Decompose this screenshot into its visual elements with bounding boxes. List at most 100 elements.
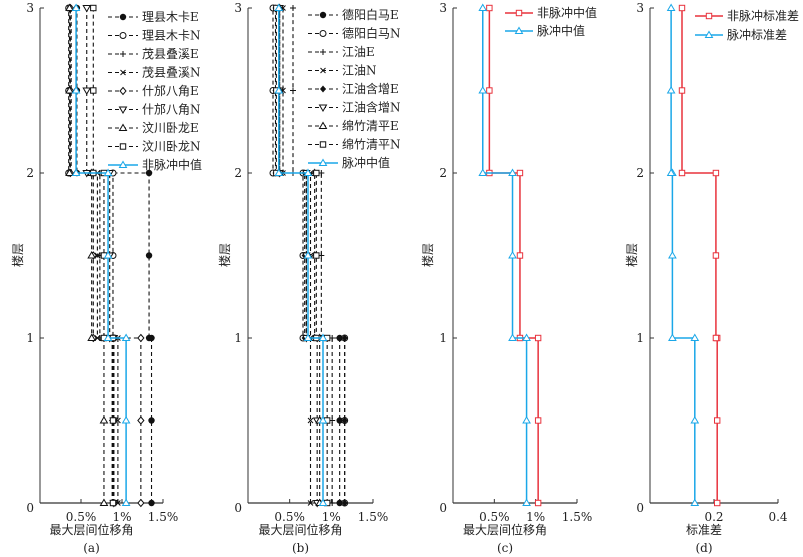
y-tick-label: 2 [234,166,242,180]
y-tick-label: 1 [26,331,34,345]
data-point [668,251,677,259]
legend-label: 绵竹清平E [342,119,399,133]
data-point [307,500,314,506]
legend-marker [318,158,328,166]
legend-label: 茂县叠溪N [142,66,201,80]
data-point [145,169,153,177]
x-axis-title: 最大层间位移角 [258,522,342,537]
data-point [274,168,284,176]
panel-b: 1 2 3 0 0.5% 1% 1.5% 最大层间位移角 (b) 楼层 德阳白马E 德阳白马N 江油E 江… [217,1,401,555]
data-point [274,86,284,94]
data-point [478,3,488,11]
legend-marker [318,121,328,129]
data-point [341,499,348,507]
data-point [666,168,676,176]
legend-label: 脉冲标准差 [727,27,787,42]
data-point [71,168,81,176]
y-tick-label: 1 [234,331,242,345]
legend-marker [118,123,128,131]
data-point [274,3,284,11]
x-axis-title: 标准差 [686,523,722,537]
legend-label: 茂县叠溪E [142,47,199,61]
y-tick-label: 2 [26,166,34,180]
legend-label: 汶川卧龙N [142,139,201,154]
panel-a: 1 2 3 0 0.5% 1% 1.5% 最大层间位移角 (a) 楼层 理县木卡E 理县木卡N 茂县叠溪… [10,1,202,555]
data-point [137,416,145,425]
data-point [336,417,343,424]
data-point [121,333,131,341]
data-point [303,168,313,176]
legend-marker [119,13,127,21]
origin-label: 0 [26,501,34,515]
data-point [65,168,74,176]
data-point [90,87,97,94]
data-point [690,333,700,341]
x-tick-label: 0.2 [704,510,723,524]
series-line [279,8,318,503]
series-茂县叠溪N: 茂县叠溪N [66,5,201,506]
series-line [681,8,718,503]
series-德阳白马E: 德阳白马E [275,4,399,507]
data-point [313,252,320,259]
data-point [109,499,117,507]
data-point [534,417,542,424]
x-tick-label: 0.5% [274,510,305,524]
series-脉冲中值: 脉冲中值 [478,3,585,506]
origin-label: 0 [636,501,644,515]
legend-marker [119,86,127,96]
data-point [478,168,488,176]
data-point [666,86,676,94]
series-茂县叠溪E: 茂县叠溪E [68,5,199,506]
data-point [516,169,524,177]
data-point [522,416,531,424]
panel-label: (a) [83,541,100,555]
data-point [290,5,296,11]
data-point [341,334,348,342]
data-point [307,417,314,424]
legend-label: 德阳白马N [342,26,401,41]
series-江油含增E: 江油含增E [272,4,399,507]
x-axis-title: 最大层间位移角 [463,522,547,537]
legend-label: 非脉冲中值 [142,157,202,172]
data-point [486,4,493,12]
y-tick-label: 3 [234,1,242,15]
data-point [678,169,686,177]
data-point [137,333,145,343]
data-point [65,86,74,94]
data-point [690,416,700,424]
legend-marker [118,160,128,168]
x-tick-label: 0.5% [479,510,510,524]
series-脉冲中值: 脉冲中值 [274,3,390,506]
data-point [534,334,542,342]
data-point [103,251,113,259]
y-tick-label: 3 [439,1,447,15]
y-tick-label: 2 [439,166,447,180]
legend-label: 理县木卡N [142,29,201,43]
data-point [290,87,296,94]
x-tick-label: 1.5% [358,510,389,524]
legend-label: 江油含增N [342,100,401,115]
data-point [71,3,81,11]
data-point [666,3,676,11]
legend-label: 江油含增E [342,81,399,96]
data-point [690,498,700,506]
x-tick-label: 0.5% [66,510,97,524]
y-tick-label: 1 [636,331,644,345]
data-point [712,334,720,342]
data-point [522,333,531,341]
x-tick-label: 1% [526,510,545,524]
legend-marker [704,30,714,38]
series-德阳白马N: 德阳白马N [269,4,401,507]
y-axis-title: 楼层 [217,243,232,267]
x-tick-label: 1% [112,510,131,524]
panel-label: (c) [497,541,513,555]
legend-label: 什邡八角N [142,102,201,117]
legend-marker [318,104,328,112]
y-axis-title: 楼层 [420,243,435,267]
series-非脉冲中值: 非脉冲中值 [486,4,597,507]
data-point [516,252,524,259]
data-point [508,168,517,176]
data-point [303,251,313,259]
